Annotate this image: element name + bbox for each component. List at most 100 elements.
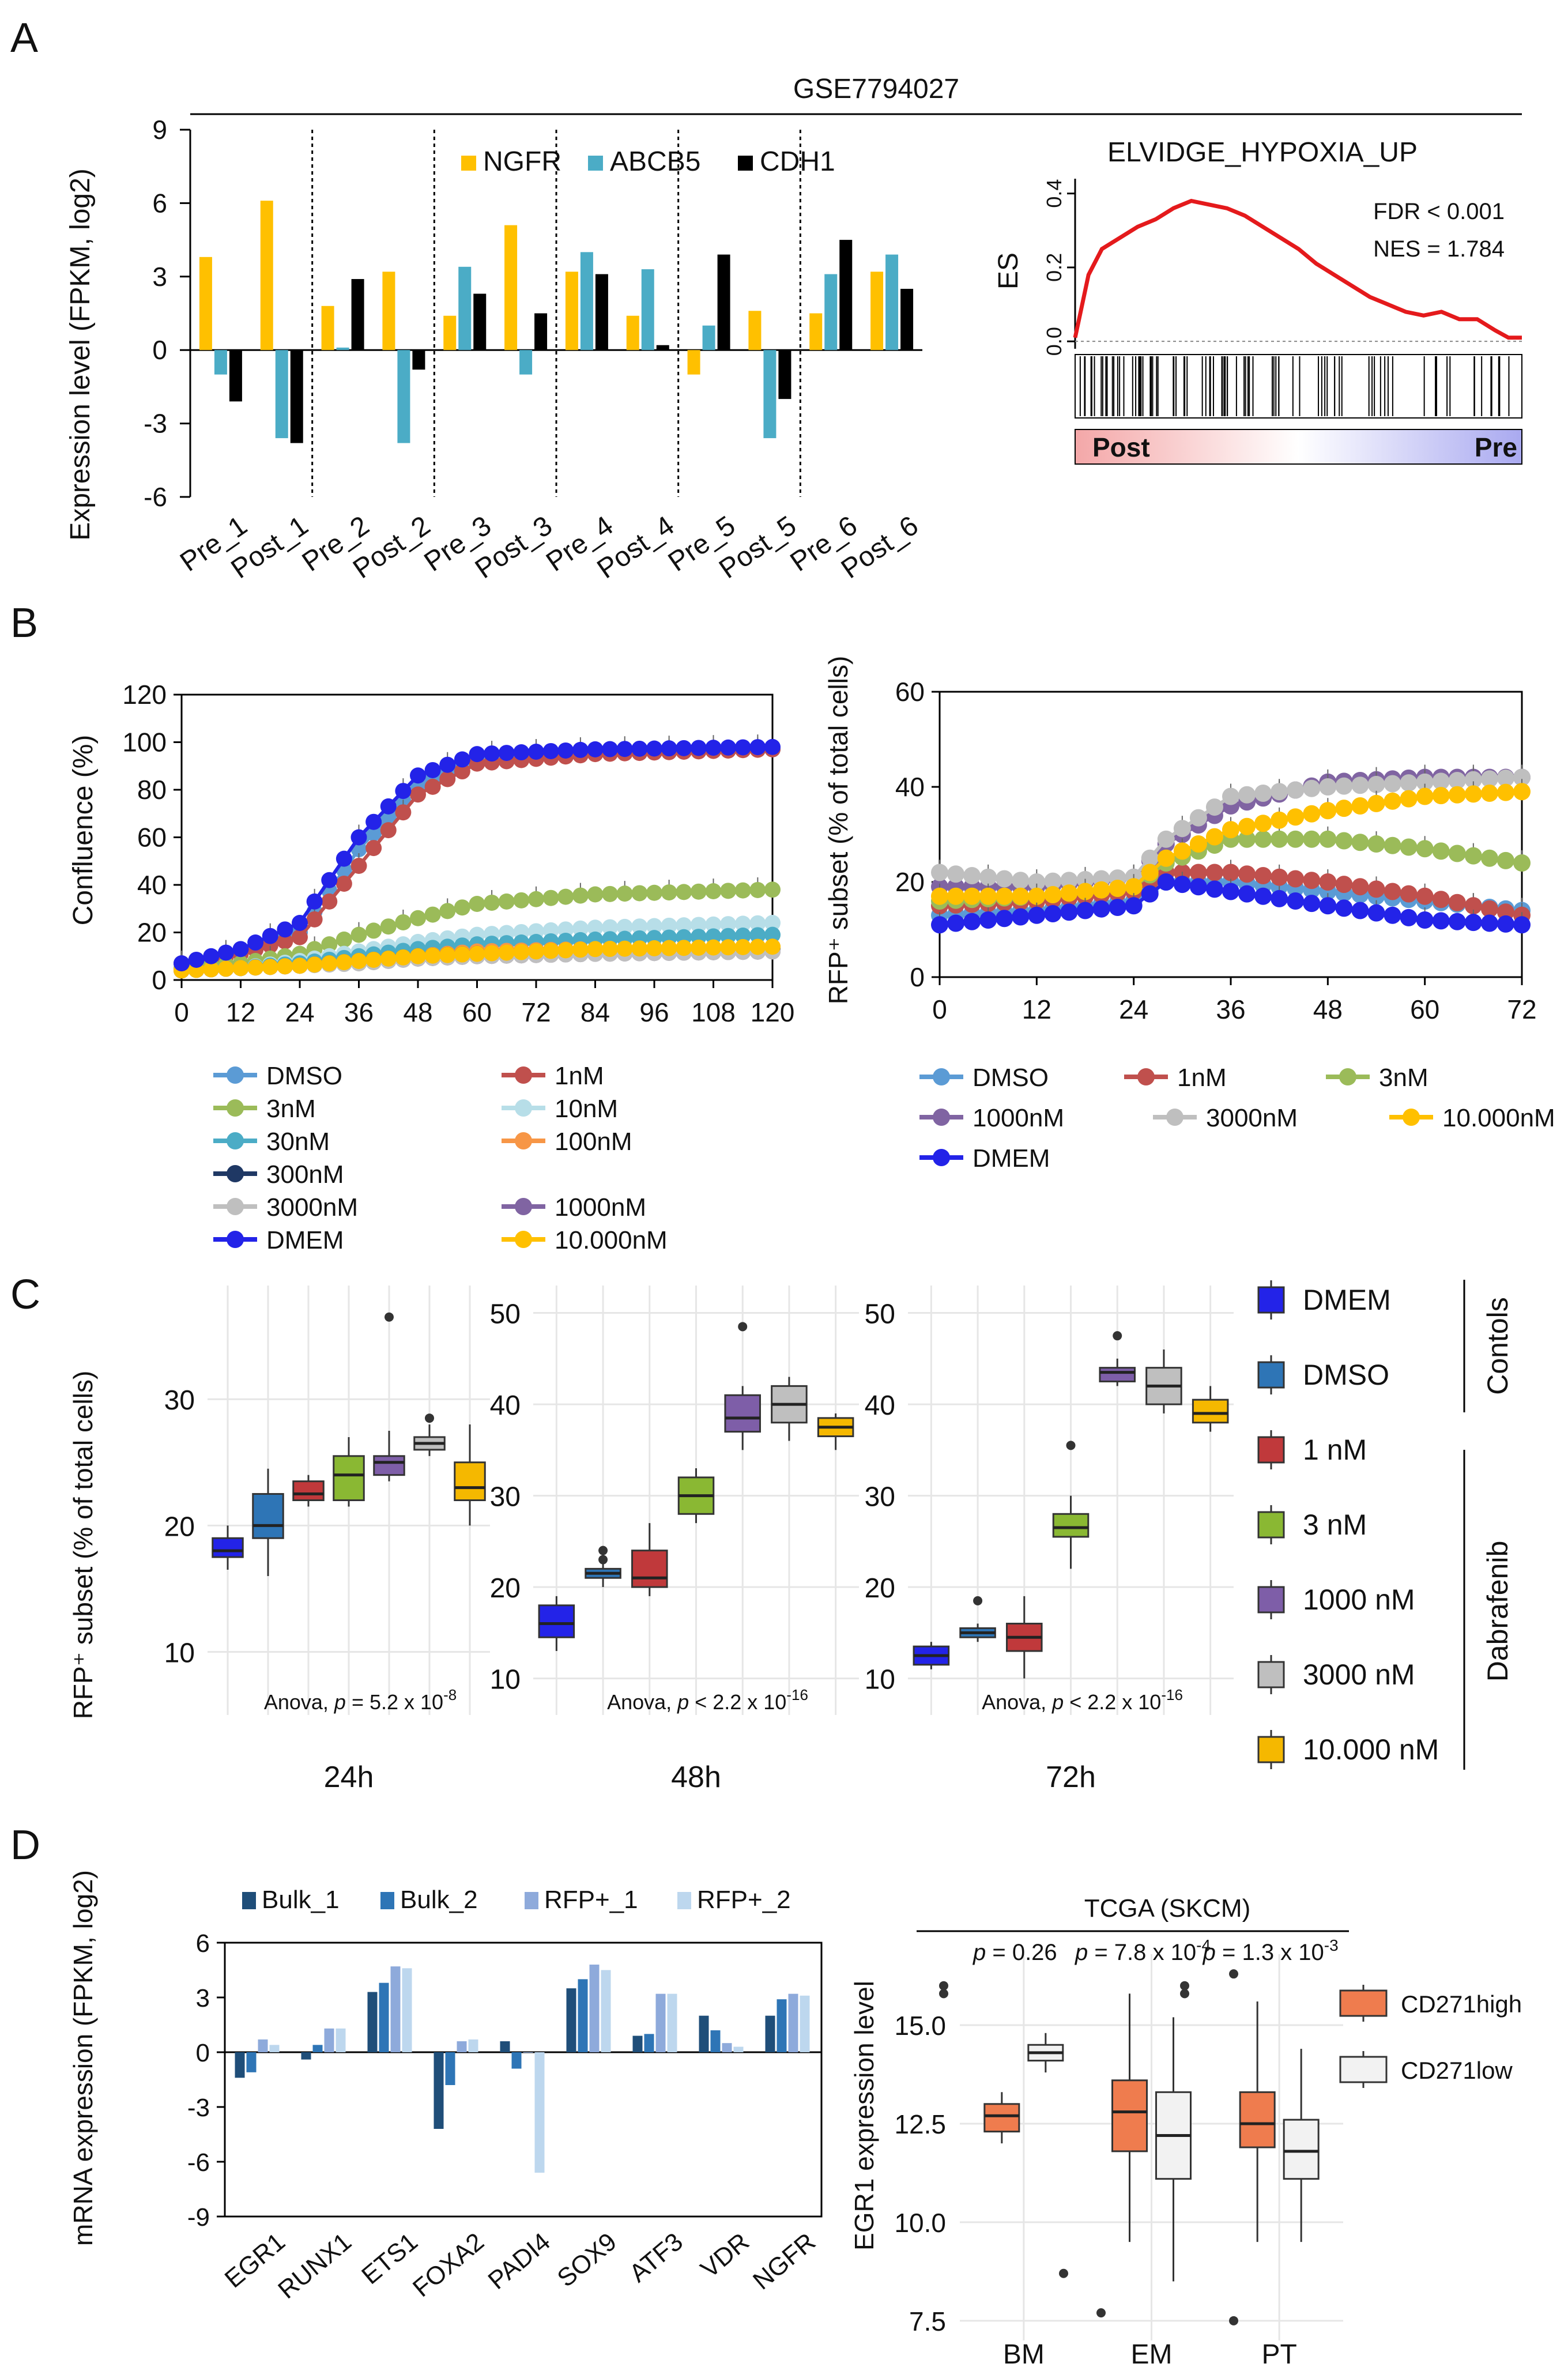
data-point-dmem [439,756,456,773]
c-y-tick-label: 10 [490,1665,521,1695]
data-point-3nm [454,899,470,916]
a-right-enrichment-plot: Post Pre [1073,198,1522,465]
data-point-dmem [572,741,589,758]
a-right-y-axis: 0.0 0.2 0.4 [1042,179,1076,356]
data-point-3nm [1400,838,1418,856]
data-point-dmem [513,744,530,761]
data-point-1nm [1497,903,1514,921]
data-point-3000nm [1464,771,1482,789]
chart-d-left: mRNA expression (FPKM, log2) Bulk_1 Bulk_… [68,1870,823,2304]
legend-label-3nm: 3nM [266,1095,316,1123]
data-point-10.000nm [1400,790,1418,808]
bar-cdh1-post_1 [290,350,303,443]
c-y-tick-label: 20 [164,1511,195,1542]
d-left-ylabel: mRNA expression (FPKM, log2) [68,1870,98,2246]
d-right-title: TCGA (SKCM) [1084,1894,1250,1923]
data-point-10.000nm [931,887,948,905]
a-right-ylabel: ES [993,252,1024,289]
data-point-1nm [1271,868,1288,886]
data-point-dmem [1513,916,1531,934]
data-point-dmem [498,745,515,762]
data-point-dmem [931,916,948,934]
data-point-10.000nm [439,947,456,963]
data-point-dmem [1157,873,1175,891]
legend-label-1000nm: 1000nM [973,1104,1064,1132]
data-point-3nm [587,886,604,903]
legend-label-300nm: 300nM [266,1160,344,1189]
legend-label-30nm: 30nM [266,1128,330,1156]
data-point-10.000nm [661,940,677,956]
data-point-dmem [469,746,485,763]
y-tick-label-2: 40 [137,870,167,900]
data-point-dmem [277,921,293,938]
data-point-1nm [439,771,456,787]
data-point-dmem [631,740,648,757]
c-legend-label: DMSO [1303,1359,1389,1391]
d-left-x-label: PADI4 [483,2227,556,2295]
data-point-1nm [1480,900,1498,918]
bar-cdh1-pre_4 [595,274,608,350]
data-point-10.000nm [705,939,722,956]
bar-abcb5-post_3 [519,350,533,375]
data-point-1nm [336,875,352,892]
data-point-dmem [1497,915,1514,933]
data-point-3000nm [1189,809,1207,827]
data-point-dmem [217,944,234,961]
bar-rfpplus_2-atf3 [667,1993,677,2052]
d-right-y-tick-label: 15.0 [894,2011,946,2041]
d-left-y-tick-label: 6 [196,1929,210,1958]
data-point-dmem [454,751,470,768]
chart-c: RFP⁺ subset (% of total cells) 10 20 30 Ano… [68,1280,1514,1794]
data-point-dmem [321,872,338,888]
y-tick-label-2: 100 [122,727,167,757]
data-point-3000nm [1351,776,1369,794]
c-anova-value: < 2.2 x 10 [689,1690,786,1714]
d-left-y-tick-label: 0 [196,2039,210,2067]
bar-ngfr-pre_2 [321,306,334,350]
data-point-3nm [528,891,544,907]
d-right-outlier [1180,1981,1189,1991]
data-point-3nm [1254,830,1272,848]
bar-ngfr-post_1 [260,201,273,350]
legend-marker-1nm [1137,1068,1155,1085]
bar-bulk_1-ngfr [765,2015,775,2052]
data-point-dmem [262,928,278,944]
data-point-3nm [764,881,781,898]
d-right-outlier [1229,1969,1238,1979]
d-left-y-tick-label: -6 [187,2148,210,2177]
data-point-3000nm [1044,872,1062,890]
data-point-3nm [410,910,426,926]
data-point-10.000nm [734,938,751,955]
data-point-10.000nm [1416,787,1434,805]
c-anova-value: < 2.2 x 10 [1064,1690,1161,1714]
c-legend-swatch [1257,1286,1285,1314]
data-point-10nm [720,916,737,933]
legend-label-abcb5: ABCB5 [610,146,700,177]
data-point-3nm [1351,834,1369,851]
legend-label-ngfr: NGFR [483,146,561,177]
legend-label-1nm: 1nM [555,1062,604,1090]
x-tick-label-2: 0 [174,997,189,1027]
y-tick-label-3: 40 [895,772,925,802]
c-y-tick-label: 20 [865,1573,895,1604]
c-time-label: 72h [1046,1761,1096,1794]
d-right-p-value: p = 1.3 x 10-3 [1203,1936,1339,1965]
c-y-tick-label: 10 [865,1665,895,1695]
bar-rfpplus_1-ngfr [788,1993,798,2052]
data-point-dmem [557,742,574,759]
data-point-3nm [602,885,619,902]
data-point-dmem [1254,887,1272,905]
data-point-dmem [1271,889,1288,907]
x-tick-label-2: 72 [521,997,551,1027]
data-point-30nm [764,926,781,943]
c-box-1000nm [1099,1367,1136,1382]
data-point-1nm [1432,891,1450,909]
c-group-dabrafenib: Dabrafenib [1482,1541,1514,1682]
data-point-10.000nm [484,945,500,962]
data-point-10nm [676,917,692,934]
data-point-3000nm [1384,775,1401,793]
bar-ngfr-pre_4 [565,272,578,350]
d-right-p-label: p [1203,1940,1216,1965]
data-point-dmem [947,914,965,932]
